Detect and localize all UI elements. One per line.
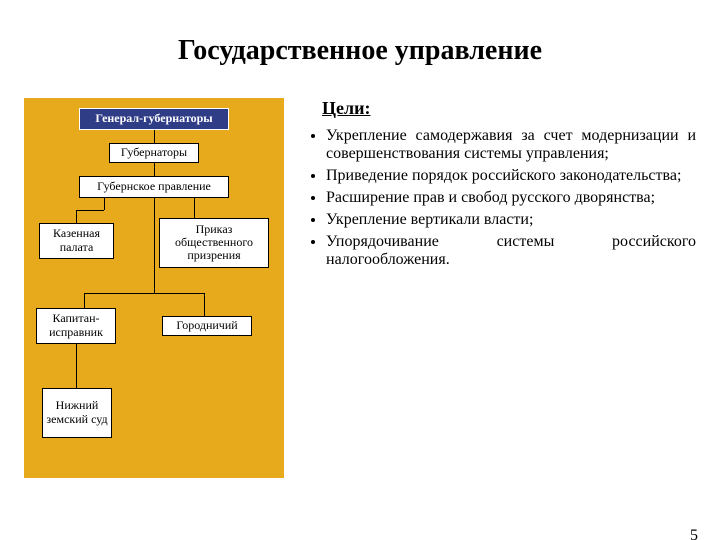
goals-list: Укрепление самодержавия за счет модерниз… [308, 127, 696, 269]
diagram-edge [194, 198, 195, 218]
goals-heading: Цели: [322, 98, 696, 119]
goals-item: Приведение порядок российского законодат… [326, 167, 696, 185]
goals-item: Укрепление самодержавия за счет модерниз… [326, 127, 696, 163]
page-title: Государственное управление [0, 19, 720, 67]
diagram-node: Губернское правление [79, 176, 229, 198]
page-number: 5 [690, 527, 698, 540]
diagram-node: Губернаторы [109, 143, 199, 163]
diagram-edge [154, 130, 155, 143]
diagram-node: Городничий [162, 316, 252, 336]
diagram-edge [84, 293, 154, 294]
diagram-edge [76, 210, 77, 223]
org-diagram: Генерал-губернаторы Губернаторы Губернское… [24, 98, 284, 478]
diagram-node: Нижний земский суд [42, 388, 112, 438]
diagram-node: Казенная палата [39, 223, 114, 259]
diagram-edge [154, 198, 155, 293]
diagram-edge [154, 293, 204, 294]
diagram-node: Генерал-губернаторы [79, 108, 229, 130]
goals-item: Расширение прав и свобод русского дворян… [326, 189, 696, 207]
goals-section: Цели: Укрепление самодержавия за счет мо… [284, 98, 696, 478]
diagram-edge [76, 210, 104, 211]
diagram-edge [84, 293, 85, 308]
diagram-edge [76, 344, 77, 388]
goals-item: Укрепление вертикали власти; [326, 211, 696, 229]
diagram-edge [104, 198, 105, 210]
content-row: Генерал-губернаторы Губернаторы Губернское… [0, 86, 720, 478]
diagram-edge [204, 293, 205, 316]
diagram-node: Приказ общественного призрения [159, 218, 269, 268]
diagram-container: Генерал-губернаторы Губернаторы Губернское… [24, 98, 284, 478]
diagram-edge [154, 163, 155, 176]
corner-decoration [0, 489, 150, 540]
goals-item: Упорядочивание системы российского налог… [326, 233, 696, 269]
diagram-node: Капитан-исправник [36, 308, 116, 344]
